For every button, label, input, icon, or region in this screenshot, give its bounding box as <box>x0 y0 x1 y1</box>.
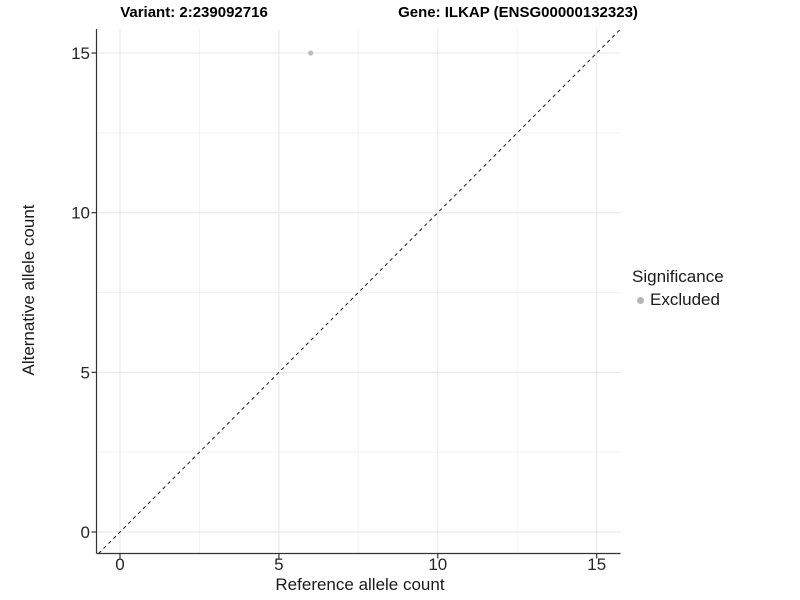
y-tick-label: 5 <box>81 363 90 382</box>
y-tick-label: 15 <box>71 44 90 63</box>
x-tick-label: 5 <box>274 555 283 574</box>
x-axis-title: Reference allele count <box>275 575 445 594</box>
legend-item-excluded: Excluded <box>632 290 724 310</box>
y-tick-label: 10 <box>71 204 90 223</box>
data-point <box>308 50 314 56</box>
y-tick-label: 0 <box>81 523 90 542</box>
gene-title: Gene: ILKAP (ENSG00000132323) <box>398 4 638 21</box>
legend: Significance Excluded <box>632 267 724 310</box>
x-tick-label: 15 <box>587 555 606 574</box>
legend-title: Significance <box>632 267 724 286</box>
x-tick-label: 10 <box>428 555 447 574</box>
variant-title: Variant: 2:239092716 <box>120 4 268 21</box>
excluded-point-icon <box>637 296 644 304</box>
identity-line <box>98 28 621 554</box>
x-tick-label: 0 <box>115 555 124 574</box>
legend-item-label: Excluded <box>650 290 720 309</box>
